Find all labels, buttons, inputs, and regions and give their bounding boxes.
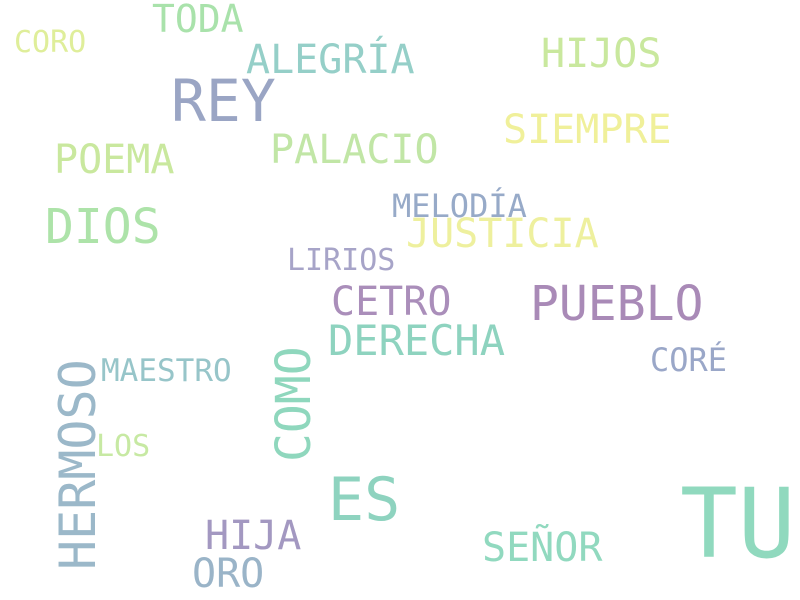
- word-core: CORÉ: [650, 341, 728, 379]
- word-pueblo: PUEBLO: [530, 276, 704, 332]
- word-es: ES: [328, 465, 401, 535]
- word-hermoso: HERMOSO: [49, 359, 107, 570]
- word-siempre: SIEMPRE: [503, 107, 672, 153]
- word-hija: HIJA: [205, 513, 302, 559]
- word-melodia: MELODÍA: [392, 187, 527, 225]
- word-senor: SEÑOR: [482, 525, 603, 571]
- word-poema: POEMA: [54, 137, 175, 183]
- word-lirios: LIRIOS: [287, 243, 396, 278]
- word-dios: DIOS: [45, 199, 161, 255]
- word-maestro: MAESTRO: [101, 353, 232, 389]
- word-justicia: JUSTICIA: [406, 211, 599, 257]
- word-alegria: ALEGRÍA: [246, 37, 415, 83]
- word-hijos: HIJOS: [541, 31, 662, 77]
- word-coro: CORO: [14, 25, 87, 60]
- word-derecha: DERECHA: [328, 316, 506, 365]
- word-rey: REY: [171, 67, 276, 135]
- word-cetro: CETRO: [331, 279, 452, 325]
- word-toda: TODA: [152, 0, 244, 41]
- word-tu: TU: [680, 468, 796, 580]
- word-los: LOS: [96, 429, 151, 464]
- word-palacio: PALACIO: [270, 127, 439, 173]
- word-como: COMO: [266, 346, 322, 462]
- word-oro: ORO: [192, 551, 265, 597]
